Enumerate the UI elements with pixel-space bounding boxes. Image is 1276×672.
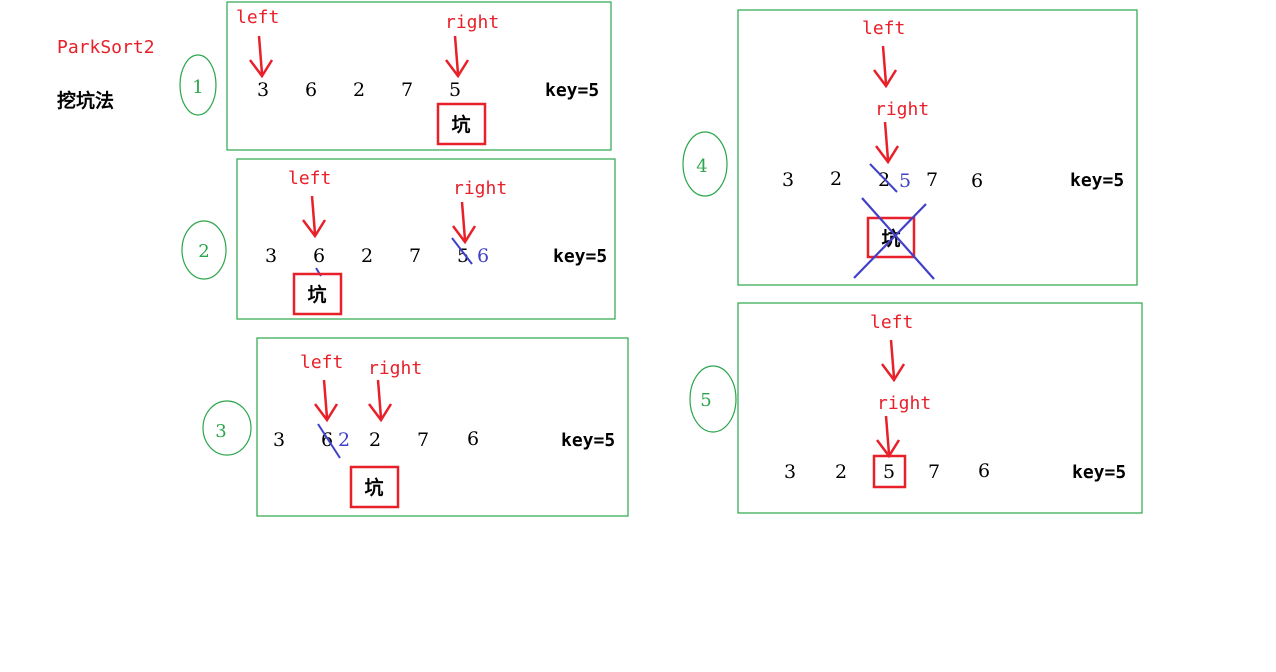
step-3-replacement: 2 [338, 429, 350, 451]
step-2-value-2: 2 [361, 245, 373, 267]
step-1-badge [179, 54, 217, 116]
step-4-right-label: right [875, 99, 929, 120]
step-5-badge [689, 365, 737, 433]
step-5-left-label: left [870, 312, 913, 333]
step-4-frame [737, 9, 1138, 286]
step-3-badge [202, 400, 252, 456]
step-2: 2 left right 3 6 2 7 5 6 key=5 坑 [181, 158, 616, 320]
step-3-pit-box [349, 465, 400, 509]
step-3-key: key=5 [561, 430, 615, 451]
step-5-value-0: 3 [784, 461, 796, 483]
step-3-strike [317, 423, 341, 459]
step-2-value-4: 5 [457, 245, 469, 267]
step-4-left-arrow [872, 44, 898, 88]
step-4: 4 left right 3 2 2 5 7 6 key=5 坑 [682, 9, 1138, 286]
step-3-right-arrow [367, 378, 393, 422]
step-5-frame [737, 302, 1143, 514]
step-1-value-3: 7 [401, 79, 413, 101]
step-5-final-box [872, 454, 907, 489]
step-4-badge [682, 131, 728, 197]
step-3: 3 left right 3 6 2 2 7 6 key=5 坑 [202, 337, 629, 517]
step-2-left-label: left [288, 168, 331, 189]
step-1-value-0: 3 [257, 79, 269, 101]
step-4-value-1: 2 [830, 168, 842, 190]
step-4-value-2: 2 [878, 169, 890, 191]
step-3-number: 3 [215, 421, 226, 442]
step-5-value-2: 5 [883, 461, 895, 483]
step-2-frame [236, 158, 616, 320]
step-3-value-2: 2 [369, 429, 381, 451]
step-1-left-arrow [248, 34, 274, 78]
step-1-pit-box [436, 102, 487, 146]
step-2-value-3: 7 [409, 245, 421, 267]
step-1-left-label: left [236, 7, 279, 28]
step-1-value-4: 5 [449, 79, 461, 101]
step-2-key: key=5 [553, 246, 607, 267]
step-2-badge [181, 220, 227, 280]
step-5-value-1: 2 [835, 461, 847, 483]
step-5-value-3: 7 [928, 461, 940, 483]
step-4-right-arrow [874, 120, 900, 164]
step-4-left-label: left [862, 18, 905, 39]
step-4-value-0: 3 [782, 169, 794, 191]
step-2-strike [451, 237, 473, 265]
step-1-right-arrow [444, 34, 470, 78]
step-2-right-arrow [451, 200, 477, 244]
step-1-value-1: 6 [305, 79, 317, 101]
step-3-pit-label: 坑 [364, 476, 383, 499]
step-5-right-arrow [875, 414, 901, 458]
step-2-pit-label: 坑 [307, 283, 326, 306]
step-5-number: 5 [700, 390, 711, 411]
step-4-number: 4 [696, 156, 707, 177]
step-4-cross-b [853, 203, 927, 279]
step-4-value-3: 7 [926, 169, 938, 191]
step-1: 1 left right 3 6 2 7 5 key=5 坑 [179, 1, 612, 151]
title: ParkSort2 [57, 37, 155, 58]
step-1-frame [226, 1, 612, 151]
step-2-left-arrow [301, 194, 327, 238]
step-4-replacement: 5 [899, 170, 911, 192]
step-3-value-3: 7 [417, 429, 429, 451]
step-2-replacement: 6 [477, 245, 489, 267]
step-3-left-label: left [300, 352, 343, 373]
step-5-right-label: right [877, 393, 931, 414]
step-5-value-4: 6 [978, 460, 990, 482]
step-2-number: 2 [198, 241, 209, 262]
step-4-strike [869, 163, 898, 193]
step-3-left-arrow [313, 378, 339, 422]
step-1-right-label: right [445, 12, 499, 33]
subtitle: 挖坑法 [57, 89, 114, 112]
step-1-number: 1 [192, 77, 203, 98]
step-4-pit-box [866, 216, 916, 259]
step-3-right-label: right [368, 358, 422, 379]
step-3-value-0: 3 [273, 429, 285, 451]
step-3-value-4: 6 [467, 428, 479, 450]
step-2-value-0: 3 [265, 245, 277, 267]
step-5-left-arrow [880, 338, 906, 382]
step-1-pit-label: 坑 [451, 113, 470, 136]
step-4-key: key=5 [1070, 170, 1124, 191]
step-5-key: key=5 [1072, 462, 1126, 483]
step-4-cross-a [861, 197, 935, 280]
step-4-value-4: 6 [971, 170, 983, 192]
step-3-frame [256, 337, 629, 517]
step-2-right-label: right [453, 178, 507, 199]
step-1-key: key=5 [545, 80, 599, 101]
step-5: 5 left right 3 2 5 7 6 key=5 [689, 302, 1143, 514]
step-2-value-1: 6 [313, 245, 325, 267]
step-1-value-2: 2 [353, 79, 365, 101]
step-2-pit-box [292, 272, 343, 316]
